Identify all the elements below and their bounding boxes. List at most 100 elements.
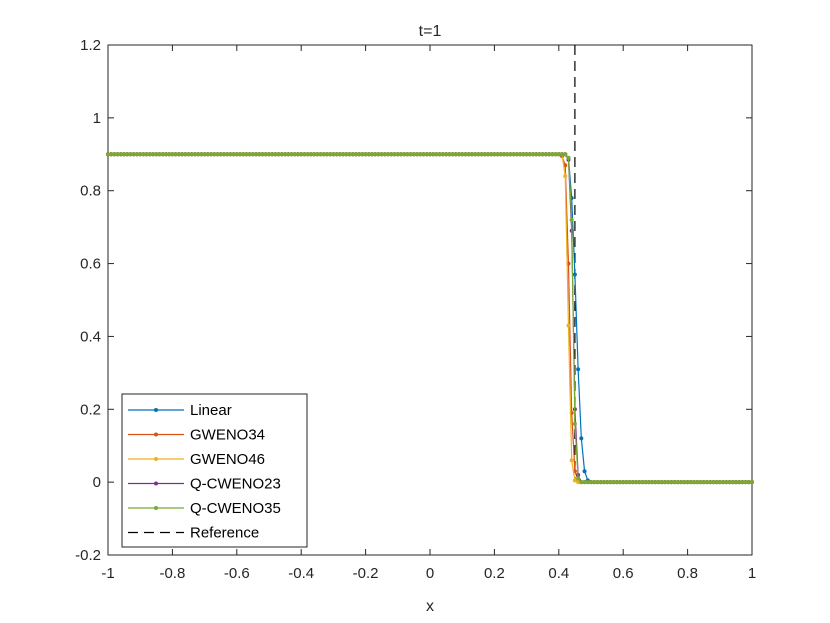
- data-point: [334, 152, 339, 157]
- data-point: [663, 480, 668, 485]
- x-tick-label: 0: [426, 565, 434, 582]
- data-point: [724, 480, 729, 485]
- data-point: [421, 152, 426, 157]
- data-point: [750, 480, 754, 485]
- data-point: [134, 152, 139, 157]
- data-point: [553, 152, 558, 157]
- data-point: [244, 152, 249, 157]
- data-point: [482, 152, 487, 157]
- data-point: [540, 152, 545, 157]
- data-point: [379, 152, 384, 157]
- data-point: [292, 152, 297, 157]
- data-point: [437, 152, 442, 157]
- data-point: [637, 480, 642, 485]
- y-tick-label: 0.4: [80, 328, 101, 345]
- data-point: [106, 152, 110, 157]
- data-point: [701, 480, 706, 485]
- data-point: [370, 152, 375, 157]
- data-point: [209, 152, 214, 157]
- data-point: [656, 480, 661, 485]
- data-point: [614, 480, 619, 485]
- data-point: [502, 152, 507, 157]
- data-point: [650, 480, 655, 485]
- data-point: [717, 480, 722, 485]
- y-tick-label: 0: [93, 474, 101, 491]
- data-point: [605, 480, 610, 485]
- data-point: [363, 152, 368, 157]
- x-tick-label: -0.8: [159, 565, 185, 582]
- data-point: [485, 152, 490, 157]
- data-point: [405, 152, 410, 157]
- x-tick-label: -0.2: [353, 565, 379, 582]
- data-point: [337, 152, 342, 157]
- data-point: [466, 152, 471, 157]
- data-point: [279, 152, 284, 157]
- data-point: [221, 152, 226, 157]
- legend-marker: [154, 408, 158, 412]
- data-point: [353, 152, 358, 157]
- data-point: [537, 152, 542, 157]
- x-tick-label: 0.6: [613, 565, 634, 582]
- data-point: [138, 152, 143, 157]
- data-point: [730, 480, 735, 485]
- data-point: [418, 152, 423, 157]
- data-point: [180, 152, 185, 157]
- x-tick-label: 0.4: [548, 565, 569, 582]
- data-point: [682, 480, 687, 485]
- data-point: [572, 272, 577, 277]
- data-point: [199, 152, 204, 157]
- data-point: [569, 458, 574, 463]
- data-point: [360, 152, 365, 157]
- data-point: [447, 152, 452, 157]
- data-point: [415, 152, 420, 157]
- data-point: [373, 152, 378, 157]
- data-point: [646, 480, 651, 485]
- data-point: [411, 152, 416, 157]
- x-tick-label: 0.2: [484, 565, 505, 582]
- data-point: [254, 152, 259, 157]
- data-point: [202, 152, 207, 157]
- legend-label: Reference: [190, 525, 259, 542]
- data-point: [218, 152, 223, 157]
- data-point: [550, 152, 555, 157]
- data-point: [714, 480, 719, 485]
- data-point: [743, 480, 748, 485]
- data-point: [289, 152, 294, 157]
- data-point: [531, 152, 536, 157]
- legend-label: Q-CWENO35: [190, 500, 281, 517]
- data-point: [131, 152, 136, 157]
- data-point: [318, 152, 323, 157]
- data-point: [257, 152, 262, 157]
- data-point: [489, 152, 494, 157]
- data-point: [733, 480, 738, 485]
- data-point: [212, 152, 217, 157]
- data-point: [376, 152, 381, 157]
- data-point: [582, 469, 587, 474]
- data-point: [579, 436, 584, 441]
- data-point: [569, 217, 574, 222]
- legend-marker: [154, 506, 158, 510]
- data-point: [276, 152, 281, 157]
- data-point: [431, 152, 436, 157]
- legend: Linear GWENO34 GWENO46 Q-CWENO23 Q-CWENO35 Re…: [121, 393, 308, 548]
- data-point: [621, 480, 626, 485]
- data-point: [653, 480, 658, 485]
- data-point: [498, 152, 503, 157]
- data-point: [386, 152, 391, 157]
- data-point: [524, 152, 529, 157]
- data-point: [295, 152, 300, 157]
- data-point: [151, 152, 156, 157]
- data-point: [324, 152, 329, 157]
- data-point: [563, 174, 568, 179]
- data-point: [576, 476, 581, 481]
- data-point: [576, 367, 581, 372]
- data-point: [122, 152, 127, 157]
- data-point: [560, 152, 565, 157]
- x-tick-label: -0.4: [288, 565, 314, 582]
- data-point: [634, 480, 639, 485]
- data-point: [630, 480, 635, 485]
- x-tick-label: 1: [748, 565, 756, 582]
- data-point: [231, 152, 236, 157]
- data-point: [505, 152, 510, 157]
